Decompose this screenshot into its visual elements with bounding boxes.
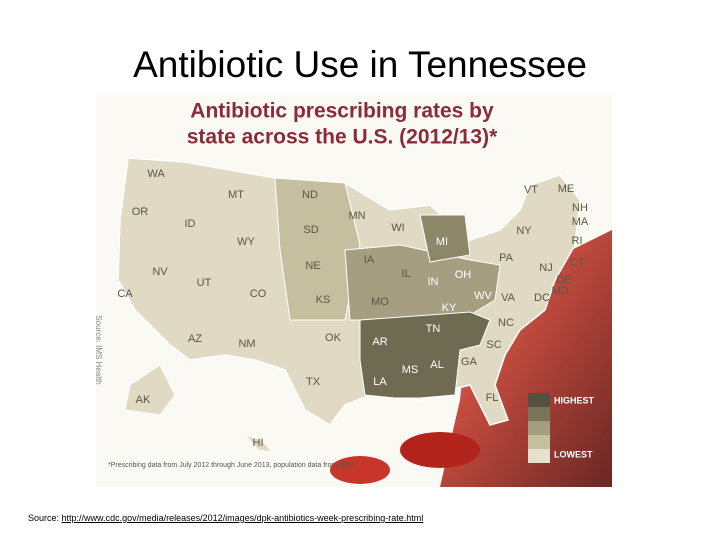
legend: HIGHEST LOWEST — [528, 393, 595, 463]
state-label: ND — [302, 189, 318, 201]
state-label: MS — [402, 364, 419, 376]
state-label: AL — [430, 359, 443, 371]
state-label: WV — [474, 290, 492, 302]
state-label: TN — [426, 323, 441, 335]
state-label: SD — [303, 224, 318, 236]
legend-swatch — [528, 393, 550, 407]
pill — [330, 456, 390, 484]
legend-swatch — [528, 449, 550, 463]
state-label: SC — [486, 339, 501, 351]
state-label: OK — [325, 332, 342, 344]
state-label: ID — [185, 218, 196, 230]
region — [359, 311, 491, 399]
state-label: OH — [455, 269, 472, 281]
alaska — [124, 364, 176, 416]
state-label: FL — [486, 392, 499, 404]
state-label: AR — [372, 336, 387, 348]
side-note: Source: IMS Health — [94, 315, 103, 384]
footnote: *Prescribing data from July 2012 through… — [108, 462, 355, 469]
state-label: MD — [551, 285, 568, 297]
legend-label: HIGHEST — [554, 395, 595, 405]
state-label: HI — [253, 437, 264, 449]
legend-swatch — [528, 421, 550, 435]
source-link[interactable]: http://www.cdc.gov/media/releases/2012/i… — [61, 513, 424, 523]
legend-label: LOWEST — [554, 449, 593, 459]
state-label: CT — [570, 257, 585, 269]
state-label: NH — [572, 202, 588, 214]
state-label: VT — [524, 184, 538, 196]
map-title: state across the U.S. (2012/13)* — [187, 126, 498, 149]
hawaii — [243, 434, 274, 453]
state-label: IN — [428, 276, 439, 288]
state-label: MI — [436, 236, 448, 248]
state-label: KY — [442, 302, 457, 314]
state-label: DC — [534, 292, 550, 304]
state-label: CA — [117, 288, 133, 300]
state-label: CO — [250, 288, 267, 300]
source: Source: http://www.cdc.gov/media/release… — [28, 513, 423, 523]
state-label: WI — [391, 222, 404, 234]
slide-title: Antibiotic Use in Tennessee — [133, 44, 587, 85]
state-label: NV — [152, 266, 168, 278]
state-label: WY — [237, 236, 255, 248]
state-label: DE — [556, 274, 571, 286]
state-label: NY — [516, 225, 532, 237]
legend-swatch — [528, 435, 550, 449]
state-label: MT — [228, 189, 244, 201]
region — [419, 214, 471, 263]
state-label: TX — [306, 376, 321, 388]
state-label: IA — [364, 254, 375, 266]
state-label: IL — [401, 268, 410, 280]
region — [274, 177, 361, 321]
map-title: Antibiotic prescribing rates by — [190, 100, 494, 123]
legend-swatch — [528, 407, 550, 421]
state-label: AK — [136, 394, 151, 406]
state-label: MA — [572, 216, 589, 228]
state-label: NJ — [539, 262, 552, 274]
state-label: ME — [558, 183, 575, 195]
state-label: NE — [305, 260, 320, 272]
state-label: PA — [499, 252, 514, 264]
state-label: NM — [238, 338, 255, 350]
state-label: LA — [373, 376, 387, 388]
state-label: AZ — [188, 333, 202, 345]
state-label: OR — [132, 206, 149, 218]
state-label: GA — [461, 356, 478, 368]
state-label: MO — [371, 296, 389, 308]
state-label: VA — [501, 292, 516, 304]
state-label: MN — [348, 210, 365, 222]
state-label: NC — [498, 317, 514, 329]
state-label: WA — [147, 168, 165, 180]
state-label: UT — [197, 277, 212, 289]
pill — [400, 432, 480, 468]
source-label: Source: — [28, 513, 60, 523]
state-label: KS — [316, 294, 331, 306]
state-label: RI — [572, 235, 583, 247]
